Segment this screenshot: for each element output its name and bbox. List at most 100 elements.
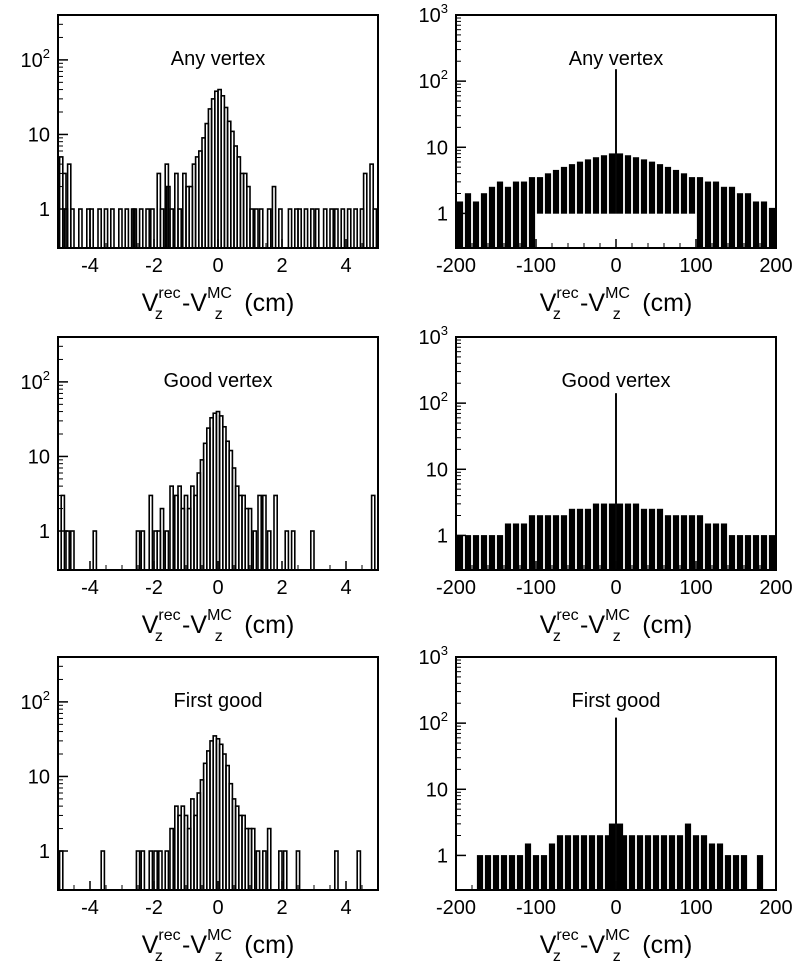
histogram-bin <box>600 503 608 571</box>
histogram-bin <box>704 523 712 571</box>
histogram-bin <box>744 193 752 249</box>
histogram-bin <box>103 208 109 249</box>
y-tick-label: 102 <box>21 368 50 394</box>
histogram-bin <box>528 177 536 249</box>
y-tick-label: 10 <box>426 779 448 801</box>
histogram-bin <box>124 208 130 249</box>
y-tick-label: 1 <box>437 525 448 547</box>
histogram-bin <box>628 835 636 891</box>
histogram-bin <box>295 850 301 891</box>
histogram-bin <box>261 850 267 891</box>
histogram-bin <box>696 177 704 249</box>
x-tick-label: -200 <box>436 897 476 919</box>
histogram-bin <box>340 208 346 249</box>
x-tick-label: 0 <box>212 897 223 919</box>
histogram-bin <box>284 530 290 571</box>
histogram-bin <box>588 835 596 891</box>
y-tick-label: 10 <box>28 766 50 788</box>
histogram-bin <box>92 530 98 571</box>
x-tick-label: -100 <box>516 255 556 277</box>
histogram-bin <box>135 530 141 571</box>
histogram-bin <box>636 835 644 891</box>
histogram-bin <box>504 523 512 571</box>
x-tick-label: -4 <box>81 897 99 919</box>
histogram-bin <box>768 207 776 249</box>
histogram-bin <box>257 494 263 571</box>
histogram-bin <box>652 835 660 891</box>
histogram-bin <box>58 850 64 891</box>
x-tick-label: 2 <box>276 897 287 919</box>
histogram-bin <box>512 181 520 249</box>
y-tick-label: 102 <box>21 46 50 72</box>
histogram-bin <box>309 530 315 571</box>
histogram-bin <box>153 850 159 891</box>
histogram-bin <box>615 717 617 891</box>
histogram-bin <box>282 850 288 891</box>
histogram-bin <box>608 503 616 571</box>
histogram-bin <box>648 508 656 571</box>
x-tick-label: -4 <box>81 255 99 277</box>
y-tick-label: 102 <box>419 389 448 415</box>
x-tick-label: -2 <box>145 255 163 277</box>
histogram-bin <box>664 166 672 214</box>
histogram-bin <box>169 485 175 571</box>
histogram-bin <box>148 494 154 571</box>
histogram-bin <box>164 530 170 571</box>
histogram-bin <box>140 850 146 891</box>
histogram-bin <box>680 173 688 214</box>
histogram-bin <box>556 835 564 891</box>
histogram-bin <box>456 201 464 249</box>
x-tick-label: -4 <box>81 577 99 599</box>
histogram-bin <box>584 159 592 214</box>
histogram-bin <box>576 508 584 571</box>
histogram-bin <box>696 515 704 571</box>
x-tick-label: 200 <box>759 897 792 919</box>
histogram-bin <box>353 208 359 249</box>
y-tick-label: 10 <box>426 137 448 159</box>
panel-title: Any vertex <box>171 48 265 70</box>
histogram-bin <box>716 843 724 891</box>
histogram-bin <box>632 503 640 571</box>
histogram-bin <box>333 208 339 249</box>
histogram-bin <box>540 855 548 891</box>
y-tick-label: 10 <box>426 459 448 481</box>
histogram-bin <box>472 535 480 571</box>
panel-good-vertex-wide: -200 -100 0 100 200 1 10 102 103 Good vertex Vrec z… <box>419 323 793 645</box>
histogram-bin <box>118 208 123 249</box>
histogram-bin <box>712 523 720 571</box>
histogram-bin <box>277 850 283 891</box>
histogram-bin <box>664 515 672 571</box>
histogram-bin <box>584 508 592 571</box>
x-tick-label: 0 <box>610 897 621 919</box>
histogram-bin <box>89 208 95 249</box>
histogram-bin <box>708 843 716 891</box>
histogram-bin <box>632 157 640 214</box>
x-tick-label: 2 <box>276 577 287 599</box>
histogram-bin <box>250 827 256 891</box>
histogram-bin <box>548 843 556 891</box>
histogram-bin <box>70 208 75 249</box>
x-tick-label: -2 <box>145 897 163 919</box>
x-tick-label: 4 <box>340 255 351 277</box>
histogram-bin <box>568 164 576 214</box>
histogram-bin <box>500 855 508 891</box>
histogram-bin <box>370 494 376 571</box>
histogram-bin <box>504 186 512 249</box>
histogram-bin <box>271 185 277 249</box>
y-tick-label: 1 <box>39 521 50 543</box>
histogram-bin <box>158 850 163 891</box>
histogram-bin <box>732 855 740 891</box>
histogram-bin <box>656 508 664 571</box>
histogram-bin <box>254 208 259 249</box>
histogram-bin <box>480 193 488 249</box>
histogram-bin <box>688 515 696 571</box>
x-tick-label: 0 <box>212 255 223 277</box>
histogram-bins <box>58 735 362 891</box>
histogram-bin <box>508 855 516 891</box>
x-tick-label: -200 <box>436 577 476 599</box>
histogram-bins <box>476 717 764 891</box>
histogram-bin <box>140 530 146 571</box>
